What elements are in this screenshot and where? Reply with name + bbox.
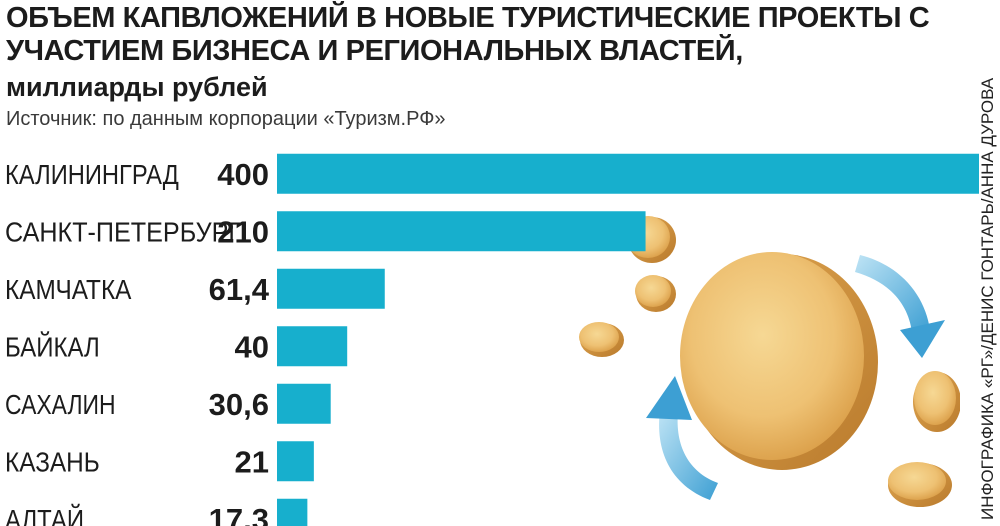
- category-label: САНКТ-ПЕТЕРБУРГ: [5, 216, 242, 247]
- bar: [277, 211, 646, 252]
- value-label: 17,3: [209, 502, 269, 526]
- category-label: БАЙКАЛ: [5, 331, 100, 362]
- value-label: 210: [217, 214, 269, 249]
- bar-row: КАЗАНЬ 21: [5, 441, 314, 482]
- bar: [277, 153, 979, 194]
- bar: [277, 383, 331, 424]
- bar: [277, 268, 385, 309]
- bar: [277, 498, 308, 526]
- bar-row: БАЙКАЛ 40: [5, 326, 348, 367]
- coin-icon: [913, 371, 960, 432]
- bar-row: АЛТАЙ 17,3: [5, 498, 308, 526]
- bar: [277, 441, 314, 482]
- credit-line: ИНФОГРАФИКА «РГ»/ДЕНИС ГОНТАРЬ/АННА ДУРО…: [978, 77, 997, 520]
- bar-row: КАЛИНИНГРАД 400: [5, 153, 979, 194]
- arrow-icon: [855, 255, 945, 358]
- category-label: САХАЛИН: [5, 389, 116, 420]
- bar: [277, 326, 348, 367]
- value-label: 30,6: [209, 387, 269, 422]
- chart-title: ОБЪЕМ КАПВЛОЖЕНИЙ В НОВЫЕ ТУРИСТИЧЕСКИЕ …: [6, 2, 930, 67]
- coin-icon: [888, 462, 952, 507]
- bar-row: КАМЧАТКА 61,4: [5, 268, 385, 309]
- coin-icon: [680, 252, 878, 470]
- bar-row: САХАЛИН 30,6: [5, 383, 331, 424]
- category-label: КАМЧАТКА: [5, 274, 132, 305]
- category-label: КАЗАНЬ: [5, 446, 100, 477]
- value-label: 400: [217, 157, 269, 192]
- coin-icon: [635, 275, 676, 312]
- category-label: АЛТАЙ: [5, 504, 84, 526]
- value-label: 21: [235, 444, 269, 479]
- value-label: 40: [235, 329, 269, 364]
- chart-subtitle: миллиарды рублей: [6, 72, 268, 102]
- coins-illustration: [579, 216, 960, 507]
- arrow-icon: [646, 376, 718, 500]
- value-label: 61,4: [209, 272, 270, 307]
- category-label: КАЛИНИНГРАД: [5, 159, 179, 190]
- coin-icon: [579, 322, 624, 357]
- source-note: Источник: по данным корпорации «Туризм.Р…: [6, 108, 446, 130]
